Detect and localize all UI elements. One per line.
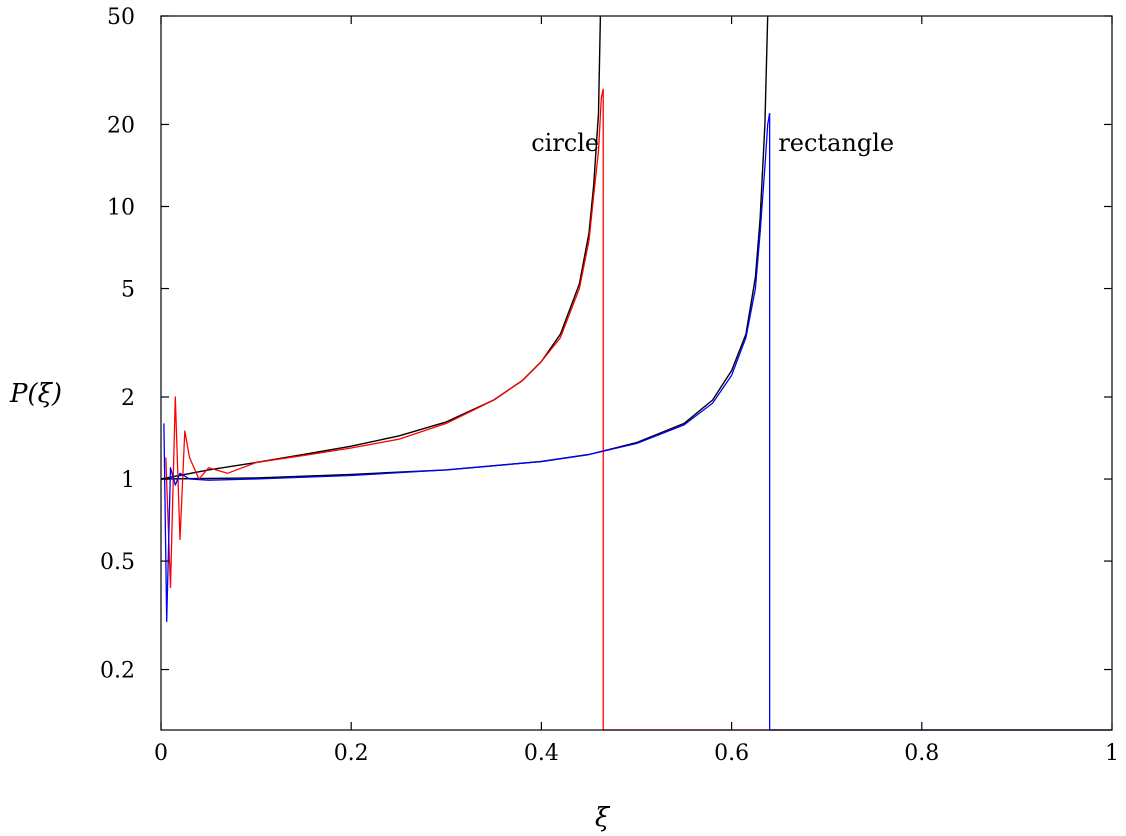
- y-tick-label: 1: [121, 468, 135, 493]
- y-tick-label: 2: [121, 386, 135, 411]
- y-tick-label: 0.5: [100, 550, 135, 575]
- x-tick-label: 0.6: [714, 741, 749, 766]
- x-tick-label: 1: [1105, 741, 1119, 766]
- plot-frame: [160, 15, 1113, 731]
- series-theory-1-line: [160, 15, 769, 480]
- series-simulation-3-line: [163, 113, 771, 623]
- y-tick-label: 50: [107, 5, 135, 30]
- y-tick-label: 20: [107, 113, 135, 138]
- plot-area: circle rectangle: [160, 15, 1112, 731]
- series-theory-0-line: [160, 15, 602, 480]
- annotation-rectangle: rectangle: [778, 129, 894, 157]
- x-tick-label: 0.8: [904, 741, 939, 766]
- annotation-circle: circle: [531, 129, 599, 157]
- x-tick-label: 0.4: [524, 741, 559, 766]
- y-axis-title: P(ξ): [9, 379, 62, 409]
- y-tick-label: 5: [121, 278, 135, 303]
- series-simulation-2-line: [165, 88, 604, 589]
- y-tick-label: 0.2: [100, 659, 135, 684]
- x-tick-label: 0.2: [334, 741, 369, 766]
- y-tick-label: 10: [107, 195, 135, 220]
- x-tick-label: 0: [154, 741, 168, 766]
- x-axis-title: ξ: [595, 803, 611, 833]
- axes: 0 0.2 0.4 0.6 0.8 1 0.2 0.5 1 2 5 10 20 50: [100, 5, 1119, 766]
